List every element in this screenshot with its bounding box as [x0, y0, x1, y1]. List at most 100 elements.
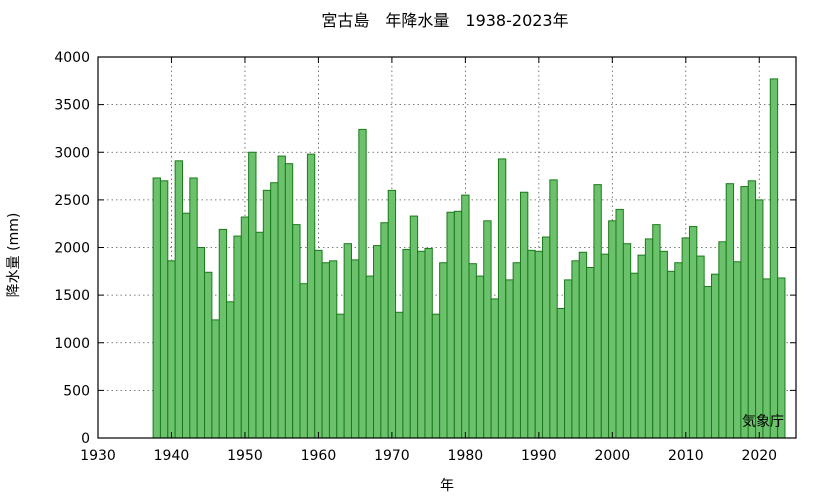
bar-2002 — [622, 243, 632, 439]
y-tick-label: 3000 — [54, 145, 90, 161]
bar-2022 — [769, 78, 779, 439]
x-tick-label: 1940 — [154, 448, 190, 464]
bar-1979 — [453, 210, 463, 439]
bar-1981 — [468, 263, 477, 439]
bar-1946 — [211, 319, 220, 439]
bar-2011 — [688, 226, 698, 439]
y-tick-label: 1000 — [54, 336, 90, 352]
bar-1976 — [431, 313, 441, 439]
bar-1993 — [556, 307, 566, 439]
bar-2003 — [630, 272, 639, 439]
bar-1989 — [527, 249, 536, 439]
bar-1992 — [549, 179, 558, 439]
bar-1963 — [336, 313, 345, 439]
bar-1971 — [395, 311, 404, 439]
y-tick-label: 2000 — [54, 241, 90, 257]
bar-2018 — [740, 186, 749, 439]
y-axis: 0 500 1000 1500 2000 2500 3000 3500 4000 — [54, 50, 796, 447]
x-tick-label: 1960 — [301, 448, 337, 464]
bar-1956 — [284, 163, 294, 439]
bar-1947 — [218, 228, 228, 439]
bar-1995 — [571, 260, 580, 439]
bar-2010 — [681, 237, 690, 439]
bar-1983 — [483, 220, 492, 439]
y-tick-label: 3500 — [54, 98, 90, 114]
bar-1996 — [578, 251, 588, 439]
y-tick-label: 1500 — [54, 288, 90, 304]
x-tick-label: 2000 — [594, 448, 630, 464]
bar-2009 — [674, 262, 683, 439]
bar-2019 — [747, 180, 757, 439]
bar-2020 — [755, 199, 764, 439]
bar-1962 — [328, 260, 338, 439]
bar-1966 — [358, 128, 367, 439]
bar-1960 — [314, 249, 323, 439]
bar-1982 — [475, 275, 485, 439]
bar-1951 — [248, 151, 257, 439]
chart-title: 宮古島 年降水量 1938-2023年 — [321, 11, 568, 30]
bar-2001 — [615, 208, 624, 439]
y-tick-label: 4000 — [54, 50, 90, 66]
bar-1970 — [387, 189, 397, 439]
bar-1952 — [255, 231, 264, 439]
bar-1991 — [542, 236, 551, 439]
x-tick-label: 2020 — [741, 448, 777, 464]
bar-1944 — [196, 247, 206, 439]
bar-2004 — [637, 254, 646, 439]
bar-2015 — [718, 241, 727, 439]
bar-1941 — [174, 160, 183, 439]
bar-1969 — [380, 222, 389, 439]
bar-2014 — [711, 273, 720, 439]
bar-1998 — [593, 184, 602, 439]
bar-1942 — [181, 212, 191, 439]
bar-1978 — [446, 211, 455, 439]
y-tick-label: 2500 — [54, 193, 90, 209]
bars-group — [152, 78, 786, 439]
bar-1980 — [461, 194, 470, 439]
bar-1938 — [152, 177, 161, 439]
bar-1990 — [534, 250, 544, 439]
bar-1974 — [417, 250, 426, 439]
bar-1999 — [600, 253, 610, 439]
bar-1959 — [306, 153, 316, 439]
x-axis: 1930 1940 1950 1960 1970 1980 1990 2000 2010 2020 — [80, 57, 777, 464]
bar-2000 — [608, 220, 617, 439]
bar-1964 — [343, 243, 352, 439]
x-tick-label: 1980 — [448, 448, 484, 464]
x-axis-label: 年 — [440, 478, 454, 494]
bar-1957 — [292, 224, 301, 439]
bar-2008 — [666, 270, 676, 439]
bar-2012 — [696, 255, 705, 439]
bar-1972 — [402, 248, 411, 439]
bar-1977 — [439, 262, 448, 439]
bar-1945 — [204, 271, 213, 439]
bar-1988 — [519, 191, 529, 439]
x-tick-label: 1950 — [227, 448, 263, 464]
bar-1954 — [270, 182, 279, 439]
bar-1939 — [159, 180, 169, 439]
bar-1985 — [497, 158, 507, 439]
bar-2016 — [725, 183, 735, 439]
bar-1973 — [409, 215, 419, 439]
bar-2006 — [652, 224, 661, 439]
bar-1958 — [299, 283, 308, 439]
bar-2007 — [659, 250, 668, 439]
bar-1940 — [167, 260, 176, 439]
bar-1986 — [505, 279, 514, 439]
bar-1997 — [586, 267, 595, 439]
bar-1975 — [424, 247, 433, 439]
bar-1953 — [262, 189, 272, 439]
bar-1994 — [564, 279, 573, 439]
bar-1987 — [512, 262, 521, 439]
bar-1967 — [365, 275, 375, 439]
x-tick-label: 2010 — [668, 448, 704, 464]
bar-1955 — [277, 155, 286, 439]
x-tick-label: 1930 — [80, 448, 116, 464]
bar-1961 — [321, 262, 330, 439]
x-tick-label: 1970 — [374, 448, 410, 464]
source-label: 気象庁 — [742, 414, 784, 430]
y-axis-label: 降水量 (mm) — [6, 213, 22, 298]
bar-1968 — [373, 245, 382, 439]
